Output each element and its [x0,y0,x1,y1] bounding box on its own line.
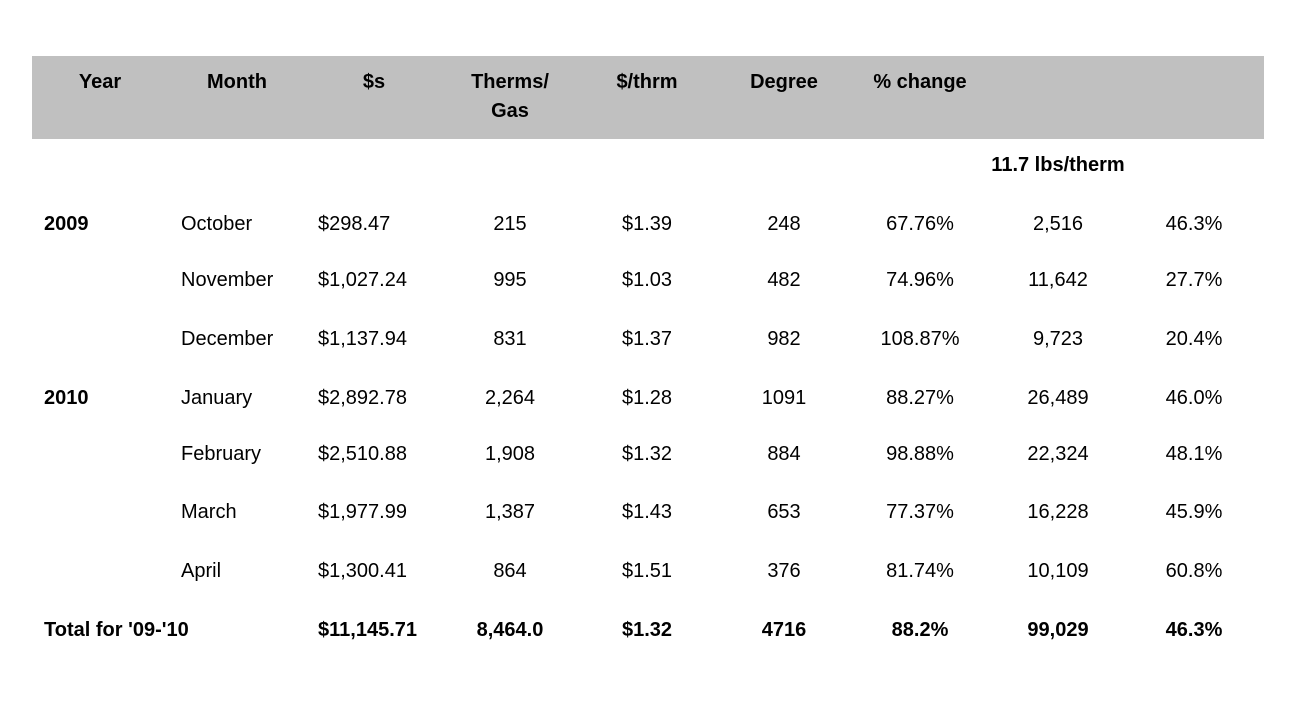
table-cell: 27.7% [1165,269,1223,291]
table-cell: 46.3% [1165,213,1223,235]
table-cell: 248 [767,213,801,235]
column-header: Month [207,71,267,93]
lbs-per-therm-note: 11.7 lbs/therm [991,154,1125,176]
table-cell: 1091 [761,387,807,409]
table-cell: $1,027.24 [318,269,407,291]
table-cell: 10,109 [1027,560,1089,582]
table-cell: October [181,213,253,235]
table-cell: 98.88% [886,443,954,465]
total-row-label: Total for '09-'10 [44,619,189,641]
table-cell: 45.9% [1165,501,1223,523]
column-header: Degree [750,71,818,93]
table-cell: March [181,501,237,523]
column-header: % change [873,71,967,93]
table-cell: $2,510.88 [318,443,407,465]
table-cell: 16,228 [1027,501,1089,523]
table-cell: April [181,560,222,582]
column-header-therms-gas: Therms/Gas [442,68,578,126]
table-cell: $298.47 [318,213,391,235]
table-cell: 2009 [44,213,89,235]
table-cell: $1.39 [621,213,673,235]
total-cell: 4716 [761,619,807,641]
total-cell: $11,145.71 [318,619,417,641]
table-cell: January [181,387,253,409]
table-cell: 46.0% [1165,387,1223,409]
table-cell: November [181,269,274,291]
table-cell: $1.43 [621,501,673,523]
table-cell: 22,324 [1027,443,1089,465]
table-cell: 108.87% [880,328,960,350]
table-cell: $1,300.41 [318,560,407,582]
table-cell: 48.1% [1165,443,1223,465]
table-cell: 67.76% [886,213,954,235]
column-header: Year [78,71,122,93]
table-cell: 215 [493,213,527,235]
table-cell: 1,908 [484,443,536,465]
table-cell: 11,642 [1028,269,1088,291]
table-cell: $1.32 [621,443,673,465]
table-cell: $1.28 [621,387,673,409]
table-cell: 9,723 [1032,328,1084,350]
column-header: $s [362,71,386,93]
table-cell: 482 [767,269,801,291]
table-cell: 74.96% [886,269,954,291]
table-cell: 77.37% [886,501,954,523]
table-cell: $1.03 [621,269,673,291]
table-cell: 20.4% [1165,328,1223,350]
table-cell: $2,892.78 [318,387,407,409]
table-cell: 995 [493,269,527,291]
table-cell: 884 [767,443,801,465]
column-header-therms-line1: Therms/ [471,71,549,93]
total-cell: 88.2% [891,619,949,641]
total-cell: $1.32 [621,619,673,641]
table-cell: 653 [767,501,801,523]
table-cell: 2010 [44,387,89,409]
table-cell: 376 [767,560,801,582]
total-cell: 46.3% [1165,619,1223,641]
table-cell: 88.27% [886,387,954,409]
table-cell: 26,489 [1027,387,1089,409]
table-cell: $1.37 [621,328,673,350]
table-cell: 831 [493,328,527,350]
column-header: $/thrm [616,71,678,93]
table-cell: 864 [493,560,527,582]
table-cell: 2,264 [484,387,536,409]
table-cell: $1,137.94 [318,328,407,350]
table-cell: December [181,328,274,350]
table-cell: $1,977.99 [318,501,407,523]
table-cell: 982 [767,328,801,350]
table-header-band [32,56,1264,139]
column-header-therms-line2: Gas [491,100,529,122]
table-cell: February [181,443,262,465]
table-cell: $1.51 [621,560,673,582]
total-cell: 99,029 [1027,619,1089,641]
table-cell: 1,387 [484,501,536,523]
table-cell: 60.8% [1165,560,1223,582]
total-cell: 8,464.0 [476,619,544,641]
table-cell: 2,516 [1032,213,1084,235]
table-cell: 81.74% [886,560,954,582]
